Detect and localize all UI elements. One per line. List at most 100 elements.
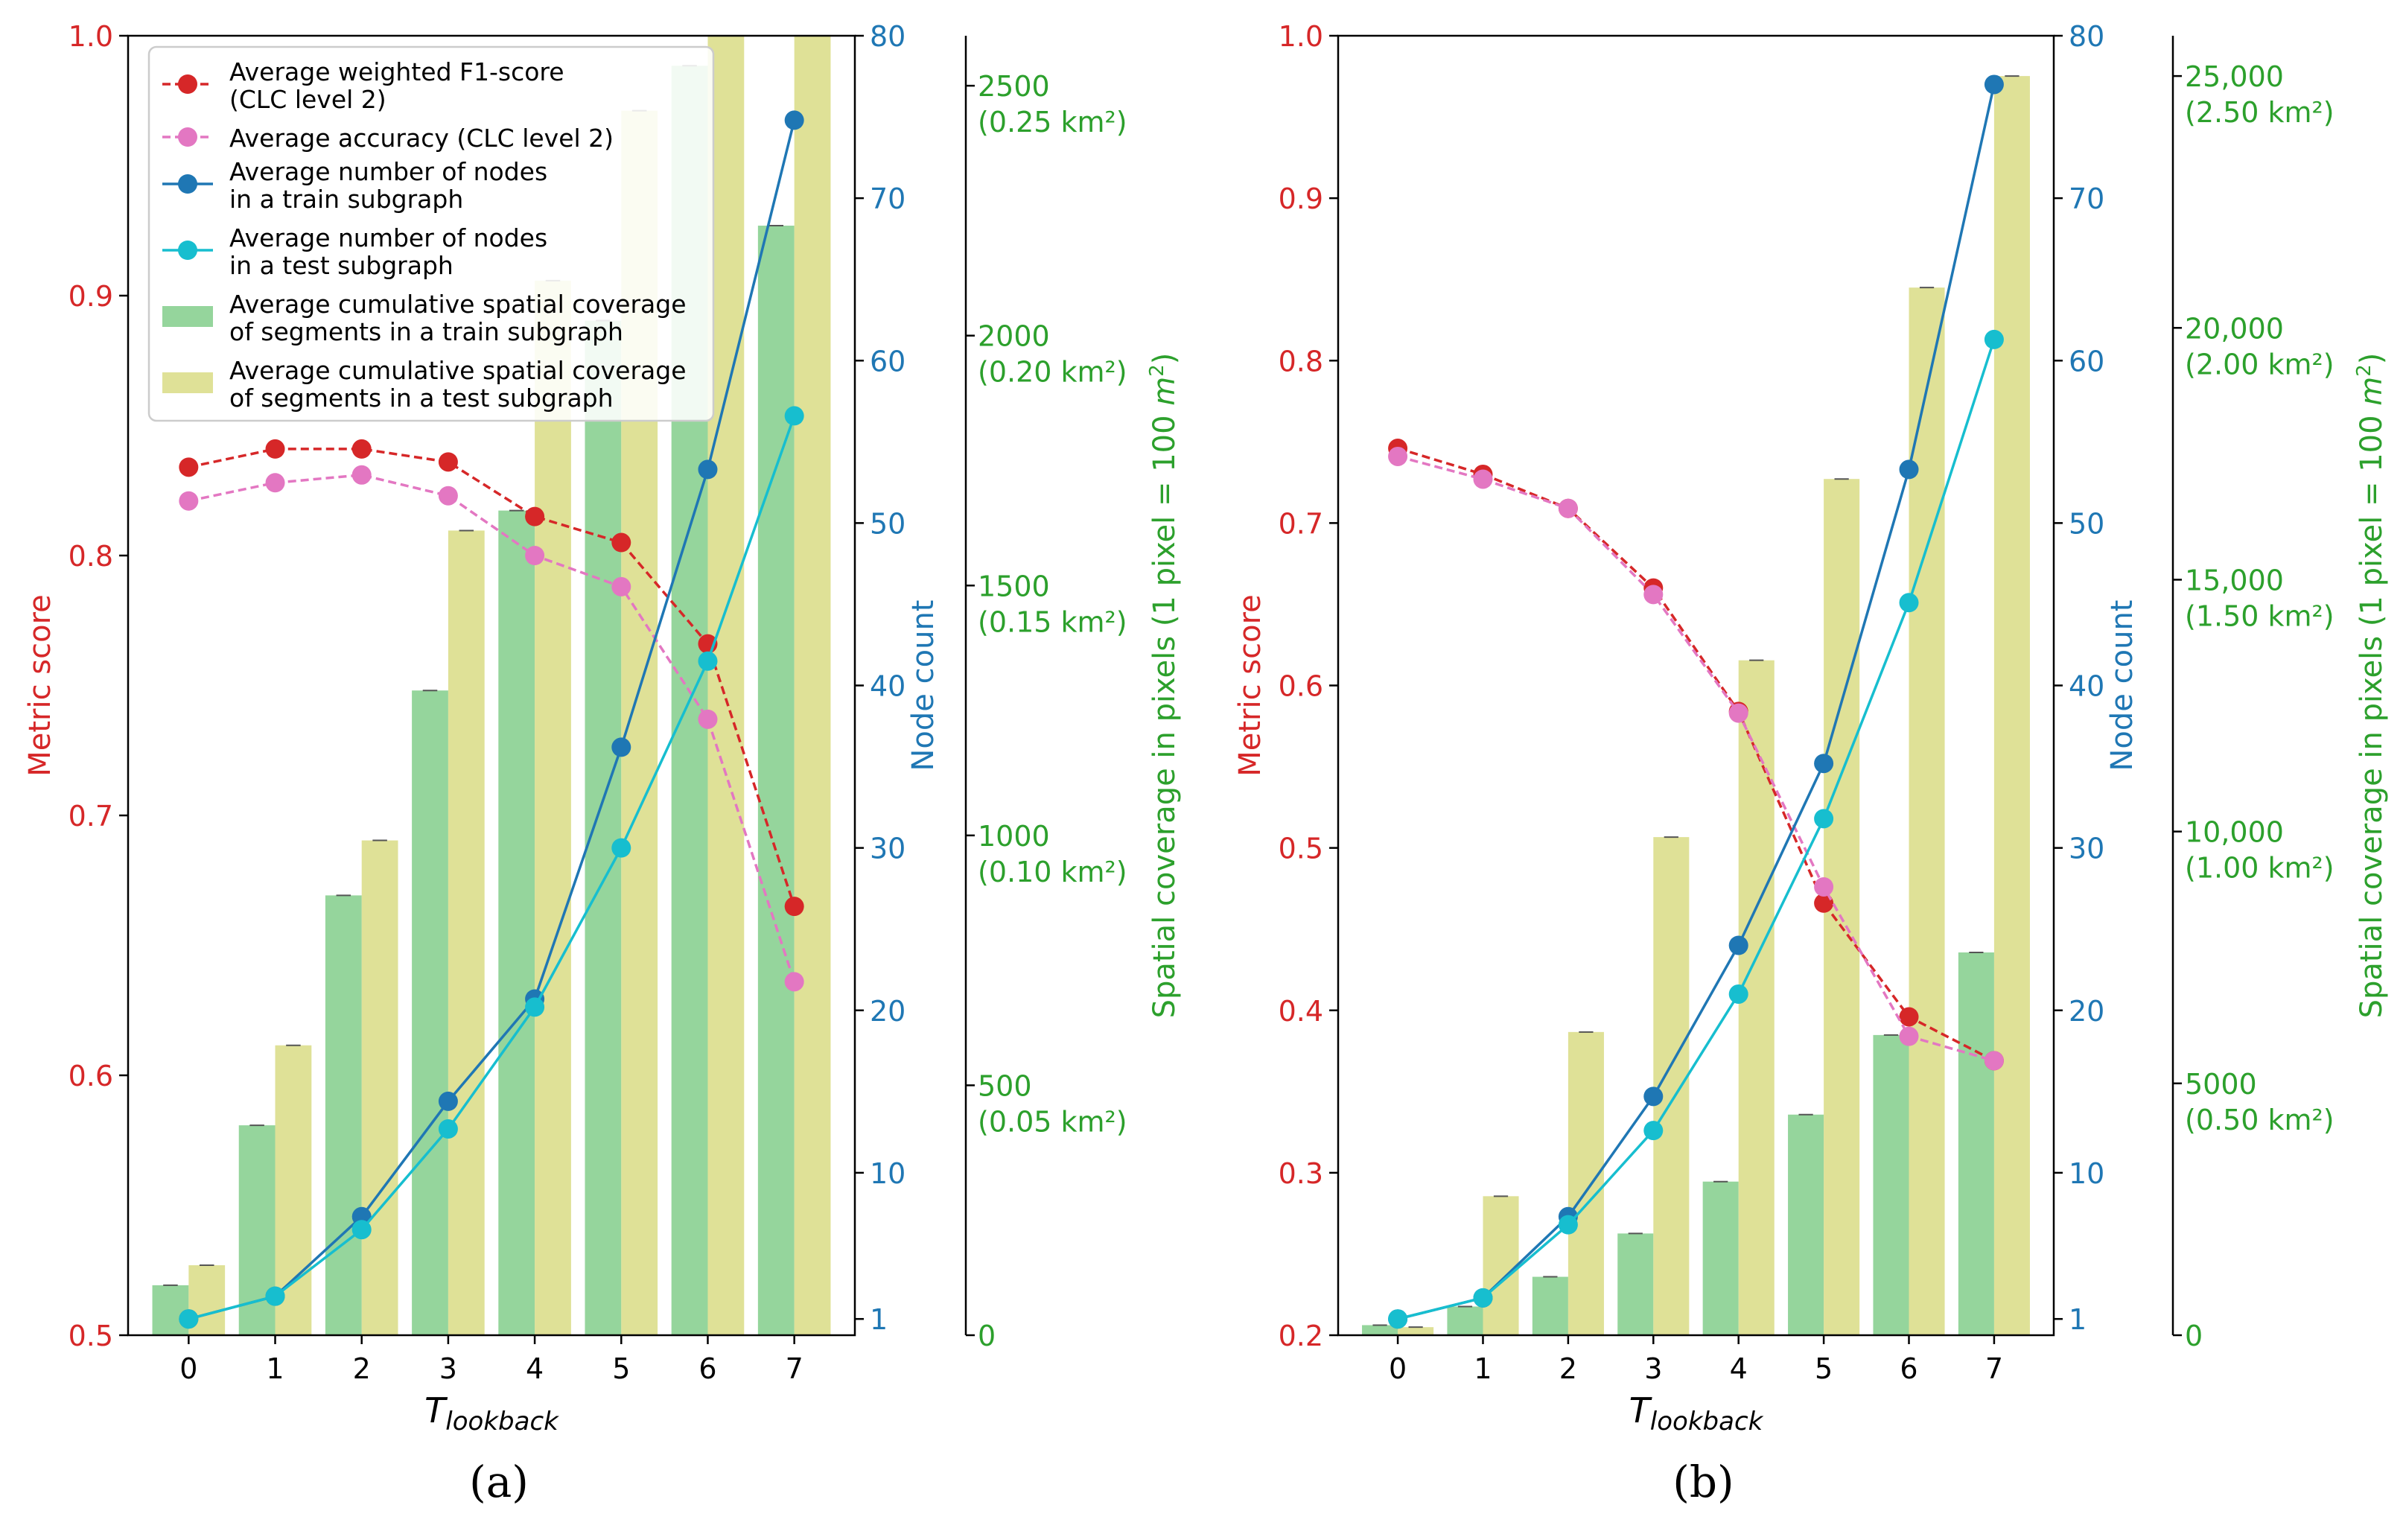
tick-sublabel: (0.10 km²) bbox=[978, 856, 1127, 888]
tick-label: 10,000 bbox=[2185, 816, 2284, 849]
legend-label: in a train subgraph bbox=[229, 185, 463, 214]
coverage-bar bbox=[1532, 1276, 1568, 1335]
data-point bbox=[1558, 498, 1578, 518]
coverage-bar bbox=[794, 36, 831, 1335]
label-exp: 2 bbox=[1146, 364, 1168, 377]
tick-label: 0 bbox=[2185, 1320, 2203, 1352]
node-axis-label: Node count bbox=[906, 600, 940, 771]
data-point bbox=[698, 651, 718, 671]
tick-label: 40 bbox=[2069, 670, 2104, 703]
series-line bbox=[188, 120, 796, 1320]
data-point bbox=[1728, 984, 1748, 1004]
data-point bbox=[1643, 585, 1664, 605]
tick-label: 1000 bbox=[978, 820, 1050, 853]
x-axis-label: Tlookback bbox=[1629, 1390, 1764, 1436]
tick-label: 60 bbox=[870, 345, 905, 378]
x-tick-label: 7 bbox=[786, 1352, 803, 1385]
tick-label: 0.7 bbox=[1279, 507, 1323, 540]
tick-label: 1 bbox=[2069, 1303, 2087, 1336]
label-exp: 2 bbox=[2353, 364, 2375, 377]
tick-label: 0.6 bbox=[69, 1060, 113, 1092]
x-tick-label: 3 bbox=[439, 1352, 457, 1385]
data-point bbox=[351, 1220, 372, 1240]
x-axis-label: Tlookback bbox=[424, 1390, 559, 1436]
data-point bbox=[351, 465, 372, 485]
series-line bbox=[188, 415, 796, 1320]
legend-label: (CLC level 2) bbox=[229, 85, 386, 114]
tick-label: 70 bbox=[870, 182, 905, 215]
data-point bbox=[1558, 1215, 1578, 1235]
series-line bbox=[188, 448, 796, 907]
series-line bbox=[1397, 339, 1996, 1320]
panel-b: 0.2 0.3 0.4 0.5 0.6 0.7 0.8 0.9 1.0 Metric score 1… bbox=[1233, 20, 2389, 1507]
data-point bbox=[698, 459, 718, 480]
data-point bbox=[784, 897, 804, 917]
panel-b-line-test_nodes bbox=[1388, 329, 2004, 1329]
tick-label: 50 bbox=[2069, 507, 2104, 540]
tick-label: 40 bbox=[870, 670, 905, 703]
data-point bbox=[179, 457, 199, 477]
x-tick-label: 3 bbox=[1644, 1352, 1662, 1385]
legend-label: Average cumulative spatial coverage bbox=[229, 356, 687, 385]
data-point bbox=[525, 506, 545, 526]
data-point bbox=[1814, 893, 1834, 913]
data-point bbox=[1899, 1026, 1919, 1046]
data-point bbox=[611, 576, 631, 596]
coverage-bar bbox=[325, 895, 362, 1335]
tick-label: 1.0 bbox=[1279, 20, 1323, 53]
node-axis-label: Node count bbox=[2105, 600, 2139, 771]
x-tick-label: 7 bbox=[1985, 1352, 2003, 1385]
coverage-bar bbox=[1362, 1325, 1398, 1335]
tick-label: 80 bbox=[2069, 20, 2104, 53]
data-point bbox=[265, 473, 285, 493]
coverage-bar bbox=[1567, 1031, 1604, 1335]
x-tick-label: 5 bbox=[1815, 1352, 1833, 1385]
panel-b-label: (b) bbox=[1672, 1457, 1734, 1507]
tick-label: 1 bbox=[870, 1303, 888, 1336]
tick-label: 70 bbox=[2069, 182, 2104, 215]
x-tick-label: 6 bbox=[698, 1352, 716, 1385]
panel-a-line-test_nodes bbox=[179, 406, 804, 1329]
legend-label: of segments in a train subgraph bbox=[229, 317, 623, 346]
tick-label: 10 bbox=[870, 1157, 905, 1190]
tick-sublabel: (0.50 km²) bbox=[2185, 1104, 2334, 1136]
panel-a-label: (a) bbox=[469, 1457, 529, 1507]
data-point bbox=[265, 439, 285, 459]
x-tick-label: 1 bbox=[1474, 1352, 1492, 1385]
coverage-bar bbox=[275, 1045, 312, 1335]
tick-sublabel: (1.00 km²) bbox=[2185, 852, 2334, 885]
coverage-bar bbox=[1958, 952, 1994, 1335]
data-point bbox=[784, 972, 804, 992]
tick-label: 0.8 bbox=[1279, 345, 1323, 378]
legend-label: Average number of nodes bbox=[229, 223, 547, 252]
coverage-bar bbox=[448, 530, 485, 1335]
data-point bbox=[1899, 459, 1919, 480]
tick-label: 0.2 bbox=[1279, 1320, 1323, 1352]
label-unit: m bbox=[2355, 377, 2389, 406]
coverage-bar bbox=[1788, 1114, 1824, 1335]
tick-sublabel: (0.25 km²) bbox=[978, 106, 1127, 139]
tick-label: 30 bbox=[870, 833, 905, 865]
legend-label: Average number of nodes bbox=[229, 157, 547, 186]
panel-a-line-f1 bbox=[179, 439, 804, 917]
x-axis-label-sub: lookback bbox=[445, 1407, 559, 1436]
tick-label: 0.5 bbox=[69, 1320, 113, 1352]
data-point bbox=[179, 1309, 199, 1329]
coverage-bar bbox=[1447, 1306, 1483, 1335]
tick-label: 5000 bbox=[2185, 1068, 2257, 1101]
x-tick-label: 2 bbox=[353, 1352, 371, 1385]
legend-label: in a test subgraph bbox=[229, 251, 453, 280]
tick-label: 0 bbox=[978, 1320, 996, 1352]
label-part: Spatial coverage in pixels (1 pixel = 10… bbox=[2355, 406, 2389, 1019]
x-axis-label-base: T bbox=[424, 1390, 448, 1431]
tick-label: 0.5 bbox=[1279, 833, 1323, 865]
coverage-bar bbox=[1617, 1233, 1654, 1335]
legend-swatch-marker bbox=[178, 174, 197, 194]
tick-label: 20 bbox=[870, 995, 905, 1028]
data-point bbox=[784, 406, 804, 426]
